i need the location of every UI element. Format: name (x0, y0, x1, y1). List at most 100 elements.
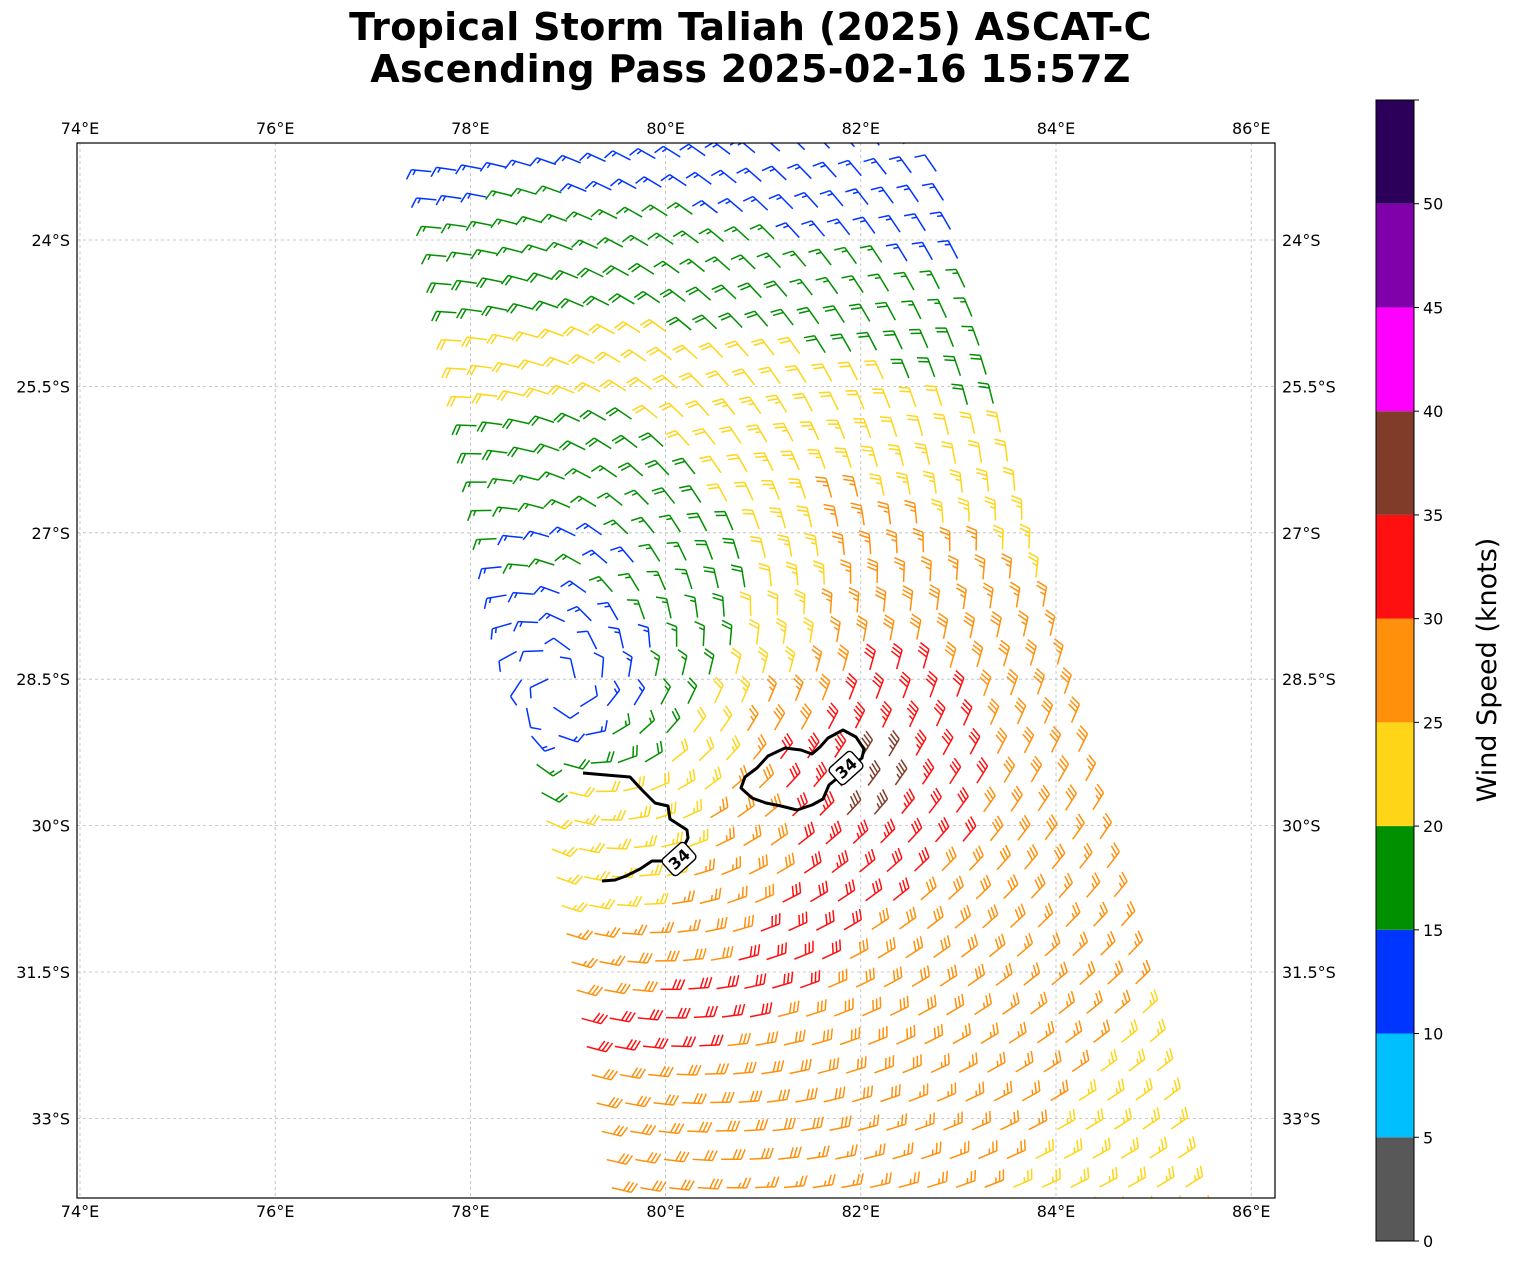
colorbar-bin (1376, 1137, 1414, 1241)
wind-barb (896, 184, 919, 203)
wind-barb (842, 474, 859, 497)
wind-barb (987, 698, 1000, 726)
wind-barb (1017, 610, 1029, 637)
wind-barb (685, 400, 710, 417)
wind-barb (685, 171, 712, 185)
wind-barb (604, 982, 631, 995)
wind-barb (877, 937, 896, 959)
wind-barb (806, 1145, 830, 1160)
wind-barb (672, 230, 699, 244)
wind-barb (927, 1170, 949, 1189)
wind-barb (556, 297, 584, 309)
wind-barb (870, 186, 894, 204)
wind-barb (682, 798, 703, 819)
wind-barb (490, 218, 517, 229)
wind-barb (635, 176, 662, 188)
wind-barb (907, 126, 929, 142)
wind-barb (749, 224, 775, 240)
wind-barb (1009, 581, 1021, 608)
wind-barb (666, 541, 687, 561)
wind-barb (920, 1141, 942, 1160)
wind-barb (749, 535, 766, 558)
wind-barb (703, 1207, 728, 1217)
wind-barb (848, 303, 871, 322)
wind-barb (802, 616, 814, 643)
wind-barb (770, 308, 794, 326)
wind-barb (671, 457, 696, 475)
wind-barb (1036, 580, 1048, 607)
wind-barb (901, 585, 914, 611)
colorbar-bin (1376, 203, 1414, 308)
wind-barb (727, 885, 748, 904)
wind-barb (790, 1204, 813, 1216)
wind-barb (672, 344, 698, 360)
wind-barb (800, 1116, 824, 1132)
wind-barb (901, 788, 916, 815)
chart-title-line-1: Tropical Storm Taliah (2025) ASCAT-C (349, 5, 1152, 49)
wind-barb (455, 164, 482, 175)
wind-barb (818, 391, 839, 411)
wind-barb (857, 1114, 880, 1131)
wind-barb (939, 964, 958, 987)
wind-barb (669, 1179, 695, 1191)
wind-barb (440, 223, 467, 234)
wind-barb (783, 1029, 806, 1046)
wind-barb (767, 590, 779, 615)
wind-barb (755, 1031, 779, 1046)
wind-barb (823, 503, 839, 527)
wind-barb (624, 489, 649, 505)
wind-barb (804, 532, 819, 557)
wind-barb (611, 1181, 639, 1194)
wind-barb (498, 650, 517, 672)
wind-barb (639, 709, 656, 735)
wind-barb (880, 818, 896, 844)
wind-barb (1086, 872, 1101, 898)
wind-barb (641, 204, 668, 217)
wind-barb (934, 1200, 954, 1216)
wind-barb (686, 512, 708, 532)
wind-barb (777, 336, 801, 355)
colorbar-frame (1375, 99, 1415, 1242)
wind-barb (703, 648, 715, 675)
wind-barb (699, 1034, 724, 1047)
wind-barb (885, 528, 898, 554)
wind-barb (971, 640, 984, 668)
wind-barb (436, 338, 462, 351)
wind-barb (780, 450, 800, 471)
wind-barb (654, 145, 681, 158)
wind-barb (497, 534, 523, 546)
wind-barb (1093, 1019, 1111, 1043)
wind-barb (885, 243, 908, 262)
wind-barb (694, 858, 716, 876)
wind-barb (1085, 754, 1097, 782)
wind-barb (803, 334, 826, 354)
wind-barb (721, 1149, 746, 1161)
wind-barb (794, 191, 819, 208)
wind-barb (660, 979, 686, 991)
wind-barb (914, 729, 927, 756)
wind-barb (481, 305, 508, 317)
wind-barb (990, 611, 1002, 638)
wind-barb (596, 1096, 624, 1109)
wind-barb (916, 357, 936, 378)
wind-barb (490, 622, 512, 640)
wind-barb (936, 612, 949, 639)
wind-barb (676, 1064, 702, 1076)
wind-barb (516, 359, 544, 371)
wind-barb (974, 553, 986, 580)
wind-barb (619, 1067, 647, 1079)
wind-barb (1037, 902, 1054, 928)
wind-barb (515, 215, 543, 226)
wind-barb (597, 601, 619, 621)
wind-barb (947, 554, 959, 581)
wind-barb (853, 701, 866, 729)
wind-barb (788, 478, 807, 499)
wind-barb (671, 738, 689, 762)
wind-barb (1014, 697, 1027, 725)
wind-barb (882, 330, 903, 350)
wind-barb (603, 519, 629, 535)
wind-barb (917, 642, 930, 669)
wind-barb (763, 280, 788, 297)
colorbar-bin (1376, 1033, 1414, 1138)
